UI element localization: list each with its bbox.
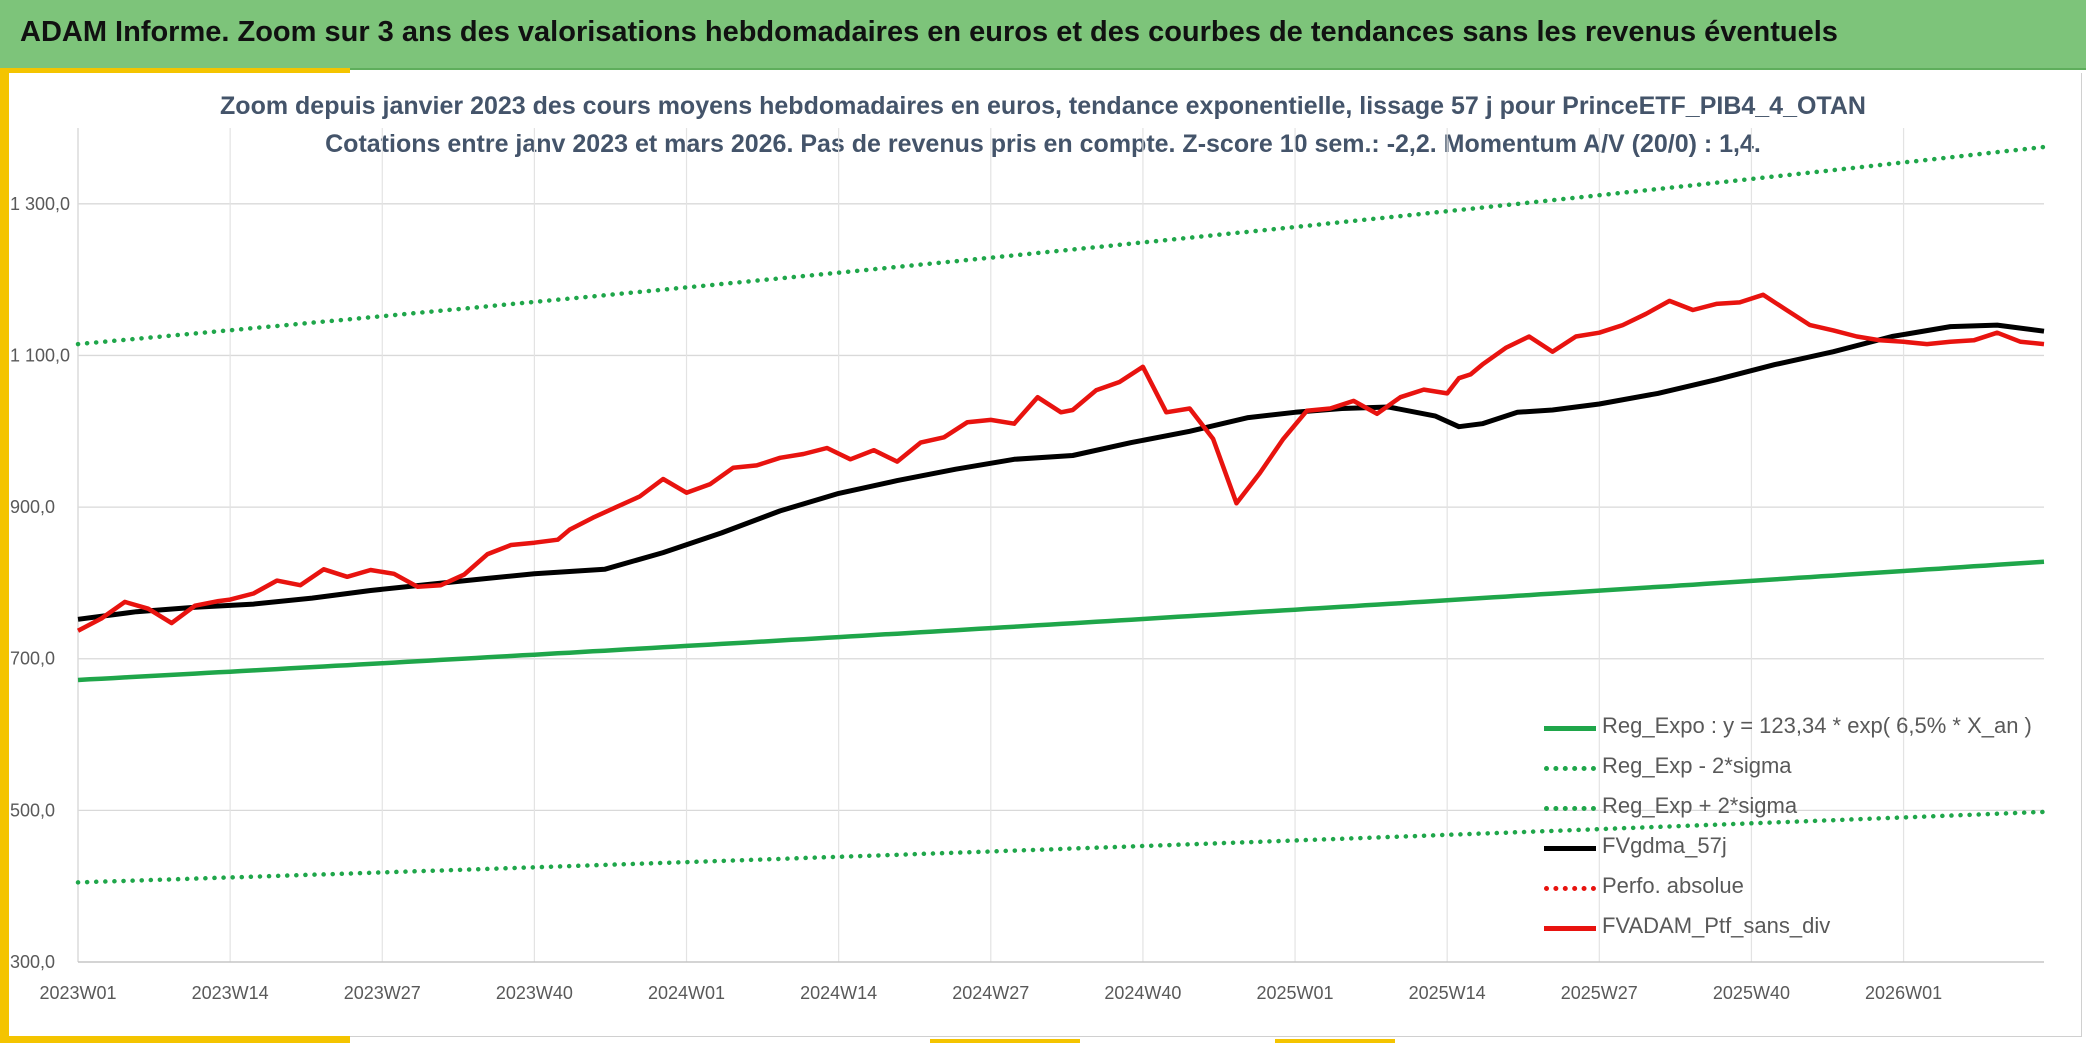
chart-frame: [9, 73, 2082, 1037]
legend-swatch: [1544, 886, 1596, 891]
x-tick-label: 2023W14: [192, 983, 269, 1003]
x-tick-label: 2025W27: [1561, 983, 1638, 1003]
x-tick-label: 2023W01: [39, 983, 116, 1003]
accent-bar-bottom-3: [1275, 1039, 1395, 1043]
x-tick-label: 2026W01: [1865, 983, 1942, 1003]
y-tick-label: 1 300,0: [10, 194, 70, 214]
legend-item: FVgdma_57j: [1540, 830, 2060, 870]
accent-bar-bottom: [0, 1036, 350, 1043]
legend-item: Reg_Expo : y = 123,34 * exp( 6,5% * X_an…: [1540, 710, 2060, 750]
y-tick-label: 700,0: [10, 649, 55, 669]
x-tick-label: 2025W14: [1409, 983, 1486, 1003]
legend-item: FVADAM_Ptf_sans_div: [1540, 910, 2060, 950]
legend-item: Perfo. absolue: [1540, 870, 2060, 910]
x-tick-label: 2025W01: [1257, 983, 1334, 1003]
series-line-reg-exp-2-sigma: [75, 809, 2047, 885]
x-tick-label: 2023W27: [344, 983, 421, 1003]
y-tick-label: 900,0: [10, 497, 55, 517]
accent-bar-left: [0, 68, 9, 1043]
x-tick-label: 2024W40: [1104, 983, 1181, 1003]
x-tick-label: 2023W40: [496, 983, 573, 1003]
y-tick-label: 300,0: [10, 952, 55, 972]
header-title: ADAM Informe. Zoom sur 3 ans des valoris…: [20, 16, 1838, 48]
x-tick-label: 2024W27: [952, 983, 1029, 1003]
chart-title: Zoom depuis janvier 2023 des cours moyen…: [220, 92, 1866, 120]
series-line-fvgdma-57j: [77, 322, 2045, 622]
x-tick-label: 2024W14: [800, 983, 877, 1003]
legend-label: Reg_Exp - 2*sigma: [1602, 753, 1792, 778]
x-tick-label: 2024W01: [648, 983, 725, 1003]
legend-label: Reg_Exp + 2*sigma: [1602, 793, 1798, 818]
legend-item: Reg_Exp - 2*sigma: [1540, 750, 2060, 790]
series-line-reg-expo-y-123-34-exp-6-5-x-an: [77, 559, 2045, 683]
header-bar: ADAM Informe. Zoom sur 3 ans des valoris…: [0, 0, 2086, 70]
y-tick-label: 1 100,0: [10, 345, 70, 365]
accent-bar-bottom-2: [930, 1039, 1080, 1043]
series-line-fvadam-ptf-sans-div: [76, 292, 2045, 633]
legend-swatch: [1544, 766, 1596, 771]
y-tick-label: 500,0: [10, 800, 55, 820]
legend-swatch: [1544, 806, 1596, 811]
legend-item: Reg_Exp + 2*sigma: [1540, 790, 2060, 830]
legend-label: Reg_Expo : y = 123,34 * exp( 6,5% * X_an…: [1602, 713, 2032, 738]
legend-swatch: [1544, 926, 1596, 931]
legend-label: FVgdma_57j: [1602, 833, 1727, 858]
legend-label: FVADAM_Ptf_sans_div: [1602, 913, 1831, 938]
accent-bar-top: [0, 68, 350, 73]
chart-subtitle: Cotations entre janv 2023 et mars 2026. …: [325, 130, 1761, 158]
legend-swatch: [1544, 726, 1596, 731]
series-line-reg-exp-2-sigma: [75, 144, 2047, 347]
chart-legend: Reg_Expo : y = 123,34 * exp( 6,5% * X_an…: [1540, 710, 2060, 950]
legend-swatch: [1544, 846, 1596, 851]
x-tick-label: 2025W40: [1713, 983, 1790, 1003]
legend-label: Perfo. absolue: [1602, 873, 1744, 898]
